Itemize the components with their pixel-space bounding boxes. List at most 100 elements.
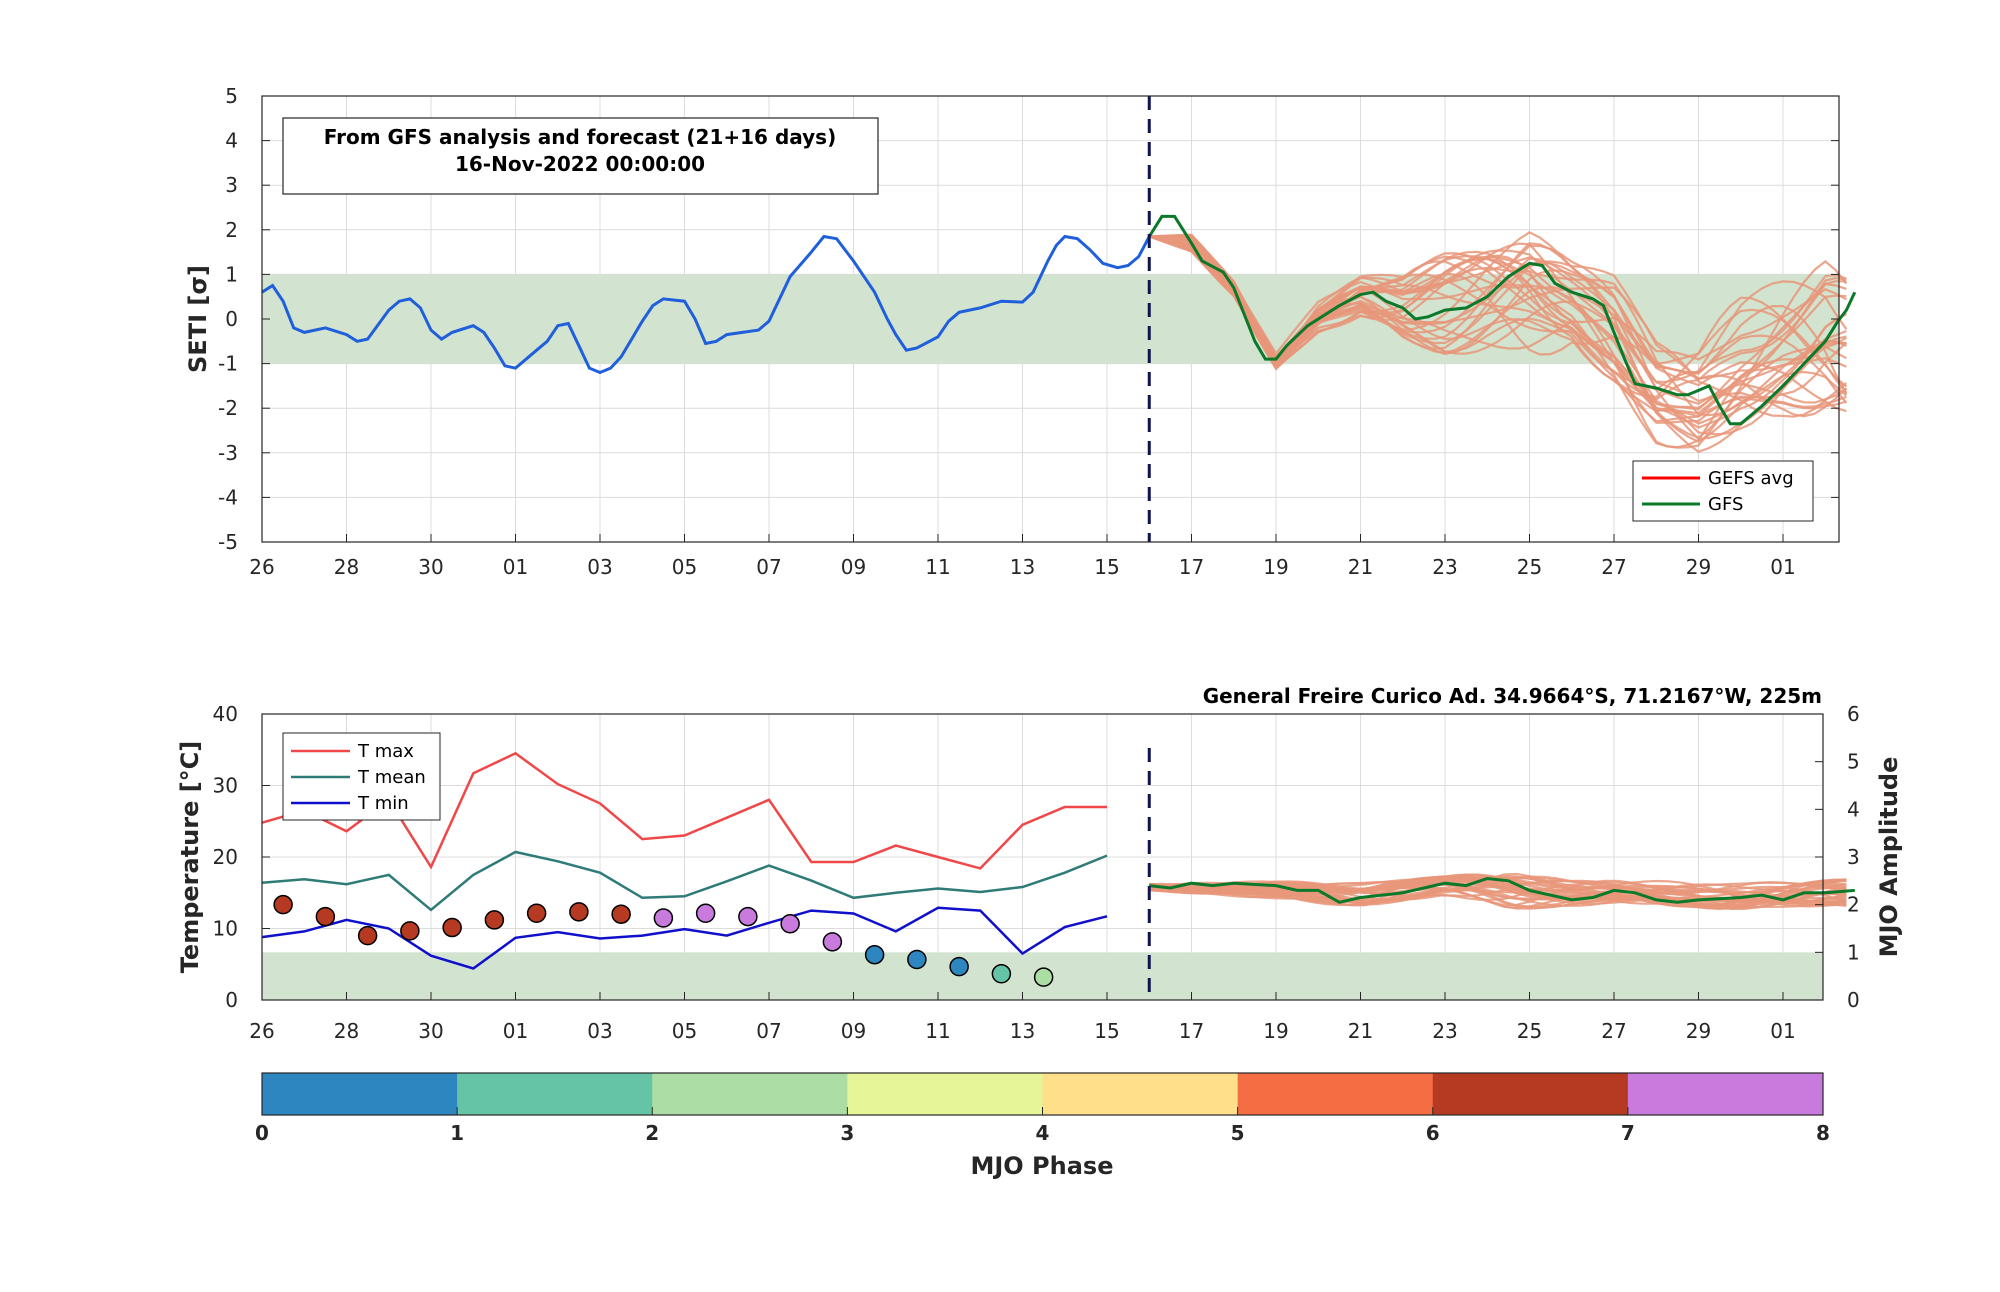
temperature-ylabel: Temperature [°C] bbox=[176, 741, 204, 974]
seti-info-date: 16-Nov-2022 00:00:00 bbox=[455, 152, 705, 176]
temperature-xtick-label: 15 bbox=[1094, 1019, 1119, 1043]
colorbar-tick-label: 1 bbox=[450, 1121, 464, 1145]
temperature-legend: T max T mean T min bbox=[282, 732, 441, 821]
temperature-xtick-label: 30 bbox=[418, 1019, 443, 1043]
ensemble-member-line bbox=[1149, 877, 1847, 909]
legend-gefs-avg-label: GEFS avg bbox=[1708, 468, 1794, 489]
colorbar-cell bbox=[262, 1073, 458, 1115]
temperature-xtick-label: 07 bbox=[756, 1019, 781, 1043]
mjo-phase-colorbar: 0 1 2 3 4 5 6 7 8 MJO Phase bbox=[255, 1072, 1830, 1180]
colorbar-tick-label: 6 bbox=[1426, 1121, 1440, 1145]
mjo-point bbox=[569, 902, 589, 922]
mjo-point bbox=[484, 910, 505, 930]
temperature-xtick-label: 26 bbox=[249, 1019, 274, 1043]
temperature-xtick-label: 17 bbox=[1179, 1019, 1204, 1043]
temperature-xtick-label: 11 bbox=[925, 1019, 950, 1043]
legend-tmin-label: T min bbox=[357, 793, 409, 814]
mjo-amplitude-ytick-label: 0 bbox=[1847, 988, 1860, 1012]
mjo-amplitude-ytick-label: 1 bbox=[1847, 940, 1860, 964]
mjo-amplitude-ytick-label: 2 bbox=[1847, 893, 1860, 917]
mjo-point bbox=[526, 903, 547, 923]
station-title: General Freire Curico Ad. 34.9664°S, 71.… bbox=[1203, 684, 1822, 708]
seti-ytick-label: 2 bbox=[225, 218, 238, 242]
seti-ytick-label: 1 bbox=[225, 262, 238, 286]
seti-analysis-line bbox=[261, 234, 1151, 375]
mjo-point bbox=[822, 932, 843, 952]
temperature-xtick-label: 25 bbox=[1517, 1019, 1542, 1043]
temperature-xtick-label: 09 bbox=[841, 1019, 866, 1043]
temperature-xtick-label: 03 bbox=[587, 1019, 612, 1043]
seti-xtick-label: 07 bbox=[756, 555, 781, 579]
colorbar-cell bbox=[847, 1073, 1043, 1115]
mjo-points bbox=[273, 894, 1054, 987]
temperature-xtick-label: 23 bbox=[1432, 1019, 1457, 1043]
seti-info-title: From GFS analysis and forecast (21+16 da… bbox=[324, 125, 836, 149]
temperature-ytick-label: 0 bbox=[225, 988, 238, 1012]
seti-xtick-label: 25 bbox=[1517, 555, 1542, 579]
temperature-xtick-label: 27 bbox=[1601, 1019, 1626, 1043]
mjo-gfs-line bbox=[1149, 876, 1855, 904]
seti-ytick-label: -2 bbox=[218, 396, 238, 420]
mjo-amplitude-ytick-label: 5 bbox=[1847, 750, 1860, 774]
tmean-line bbox=[261, 850, 1108, 912]
colorbar-cell bbox=[457, 1073, 653, 1115]
seti-xtick-label: 19 bbox=[1263, 555, 1288, 579]
seti-xtick-label: 05 bbox=[672, 555, 697, 579]
temperature-ytick-label: 30 bbox=[213, 774, 238, 798]
mjo-point bbox=[907, 949, 927, 970]
seti-xtick-label: 28 bbox=[334, 555, 359, 579]
ensemble-member-line bbox=[1149, 876, 1847, 907]
mjo-amplitude-ylabel: MJO Amplitude bbox=[1875, 757, 1903, 958]
mjo-point bbox=[442, 917, 462, 938]
seti-gefs-ensemble bbox=[1148, 231, 1848, 454]
seti-xtick-label: 15 bbox=[1094, 555, 1119, 579]
seti-yticks: 5 4 3 2 1 0 -1 -2 -3 -4 -5 bbox=[218, 84, 1839, 554]
temperature-xtick-label: 21 bbox=[1348, 1019, 1373, 1043]
seti-ytick-label: 0 bbox=[225, 307, 238, 331]
colorbar-cell bbox=[1627, 1073, 1824, 1115]
mjo-point bbox=[780, 913, 800, 934]
seti-xtick-label: 09 bbox=[841, 555, 866, 579]
temperature-xtick-label: 01 bbox=[503, 1019, 528, 1043]
seti-legend: GEFS avg GFS bbox=[1632, 460, 1814, 522]
seti-gfs-line bbox=[1148, 214, 1857, 426]
colorbar-cell bbox=[652, 1073, 848, 1115]
seti-xtick-label: 11 bbox=[925, 555, 950, 579]
temperature-xtick-label: 05 bbox=[672, 1019, 697, 1043]
colorbar-ticks: 0 1 2 3 4 5 6 7 8 bbox=[255, 1107, 1830, 1145]
seti-xtick-label: 01 bbox=[1770, 555, 1795, 579]
colorbar-cell bbox=[1432, 1073, 1629, 1115]
colorbar-tick-label: 5 bbox=[1231, 1121, 1245, 1145]
mjo-amplitude-ytick-label: 4 bbox=[1847, 797, 1860, 821]
colorbar-cell bbox=[1042, 1073, 1239, 1115]
mjo-point bbox=[864, 944, 885, 965]
ensemble-member-line bbox=[1149, 234, 1848, 418]
seti-info-box: From GFS analysis and forecast (21+16 da… bbox=[282, 117, 879, 195]
legend-tmean-label: T mean bbox=[357, 767, 426, 788]
ensemble-member-line bbox=[1149, 234, 1847, 391]
seti-ylabel: SETI [σ] bbox=[184, 265, 212, 373]
mjo-point bbox=[315, 906, 336, 927]
seti-ytick-label: -3 bbox=[218, 441, 238, 465]
temperature-yticks: 40 30 20 10 0 bbox=[213, 702, 270, 1012]
seti-xtick-label: 29 bbox=[1686, 555, 1711, 579]
seti-ytick-label: -4 bbox=[218, 485, 238, 509]
temperature-xtick-label: 13 bbox=[1010, 1019, 1035, 1043]
temperature-xtick-label: 19 bbox=[1263, 1019, 1288, 1043]
mjo-point bbox=[991, 964, 1012, 984]
colorbar-tick-label: 7 bbox=[1621, 1121, 1635, 1145]
seti-xtick-label: 13 bbox=[1010, 555, 1035, 579]
mjo-point bbox=[949, 956, 969, 977]
colorbar-tick-label: 4 bbox=[1036, 1121, 1050, 1145]
mjo-point bbox=[273, 894, 293, 915]
seti-ytick-label: 3 bbox=[225, 173, 238, 197]
seti-xtick-label: 23 bbox=[1432, 555, 1457, 579]
seti-ytick-label: 4 bbox=[225, 129, 238, 153]
seti-xtick-label: 26 bbox=[249, 555, 274, 579]
colorbar-tick-label: 0 bbox=[255, 1121, 269, 1145]
seti-ytick-label: -1 bbox=[218, 352, 238, 376]
legend-gfs-label: GFS bbox=[1708, 494, 1743, 515]
temperature-xtick-label: 28 bbox=[334, 1019, 359, 1043]
